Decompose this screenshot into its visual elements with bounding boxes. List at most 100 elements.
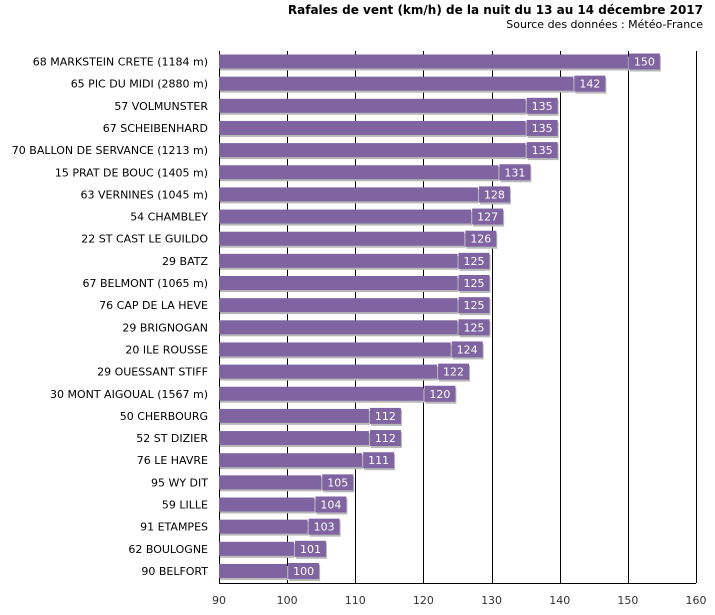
data-label: 135: [532, 144, 553, 157]
bar: [219, 431, 369, 446]
x-tick-label: 160: [686, 594, 707, 607]
category-label: 70 BALLON DE SERVANCE (1213 m): [12, 144, 208, 157]
value-label-box: [458, 297, 490, 314]
data-label: 124: [457, 343, 478, 356]
data-label: 111: [368, 454, 389, 467]
data-label: 125: [464, 321, 485, 334]
category-label: 95 WY DIT: [151, 476, 208, 489]
category-label: 68 MARKSTEIN CRETE (1184 m): [33, 56, 208, 69]
bar: [219, 386, 424, 401]
data-label: 150: [634, 56, 655, 69]
x-tick-label: 90: [212, 594, 226, 607]
data-label: 112: [375, 432, 396, 445]
category-label: 76 CAP DE LA HEVE: [99, 299, 208, 312]
bar: [219, 143, 526, 158]
x-tick-label: 110: [345, 594, 366, 607]
bar: [219, 298, 458, 313]
chart-subtitle: Source des données : Météo-France: [506, 18, 703, 31]
category-label: 29 BATZ: [162, 255, 208, 268]
data-label: 125: [464, 255, 485, 268]
category-label: 59 LILLE: [162, 499, 208, 512]
bar: [219, 519, 308, 534]
x-tick-label: 140: [549, 594, 570, 607]
value-label-box: [526, 97, 558, 114]
bar: [219, 54, 628, 69]
value-label-box: [574, 75, 606, 92]
bar: [219, 187, 478, 202]
bar: [219, 408, 369, 423]
data-label: 127: [477, 211, 498, 224]
data-label: 120: [429, 388, 450, 401]
category-label: 29 BRIGNOGAN: [122, 321, 208, 334]
bar: [219, 253, 458, 268]
category-label: 67 SCHEIBENHARD: [103, 122, 208, 135]
data-label: 103: [314, 521, 335, 534]
bar: [219, 231, 465, 246]
value-label-box: [628, 53, 660, 70]
value-label-box: [458, 275, 490, 291]
category-label: 29 OUESSANT STIFF: [97, 366, 208, 379]
category-label: 76 LE HAVRE: [137, 454, 208, 467]
data-label: 125: [464, 299, 485, 312]
bar: [219, 541, 294, 556]
value-label-box: [424, 385, 456, 402]
value-label-box: [369, 407, 401, 424]
value-label-box: [478, 186, 510, 203]
data-label: 131: [504, 166, 525, 179]
bar: [219, 120, 526, 135]
value-label-box: [363, 452, 395, 469]
value-label-box: [294, 540, 326, 557]
value-label-box: [288, 562, 320, 579]
value-label-box: [526, 142, 558, 159]
category-label: 50 CHERBOURG: [120, 410, 208, 423]
category-label: 65 PIC DU MIDI (2880 m): [71, 78, 208, 91]
value-label-box: [308, 518, 340, 535]
bar: [219, 475, 322, 490]
bar: [219, 165, 499, 180]
data-label: 112: [375, 410, 396, 423]
bar: [219, 364, 438, 379]
data-label: 128: [484, 188, 505, 201]
bar: [219, 76, 574, 91]
bar: [219, 209, 472, 224]
category-label: 57 VOLMUNSTER: [114, 100, 208, 113]
category-label: 20 ILE ROUSSE: [125, 343, 208, 356]
bar: [219, 497, 315, 512]
bar: [219, 342, 451, 357]
bar: [219, 453, 363, 468]
value-label-box: [322, 474, 354, 491]
category-label: 52 ST DIZIER: [136, 432, 208, 445]
data-label: 135: [532, 122, 553, 135]
bar: [219, 563, 288, 578]
x-tick-label: 150: [617, 594, 638, 607]
category-label: 62 BOULOGNE: [128, 543, 208, 556]
data-label: 142: [579, 78, 600, 91]
data-label: 122: [443, 366, 464, 379]
chart-title: Rafales de vent (km/h) de la nuit du 13 …: [287, 3, 703, 17]
bar: [219, 276, 458, 290]
category-label: 22 ST CAST LE GUILDO: [81, 233, 208, 246]
value-label-box: [472, 208, 504, 225]
category-label: 67 BELMONT (1065 m): [82, 277, 208, 290]
value-label-box: [451, 341, 483, 358]
data-label: 126: [470, 233, 491, 246]
data-label: 135: [532, 100, 553, 113]
value-label-box: [315, 496, 347, 513]
x-tick-label: 100: [277, 594, 298, 607]
value-label-box: [465, 230, 497, 247]
data-label: 100: [293, 565, 314, 578]
category-label: 91 ETAMPES: [140, 521, 208, 534]
data-label: 101: [300, 543, 321, 556]
value-label-box: [438, 363, 470, 380]
value-label-box: [458, 319, 490, 336]
category-label: 30 MONT AIGOUAL (1567 m): [50, 388, 208, 401]
data-label: 104: [320, 499, 341, 512]
category-label: 54 CHAMBLEY: [130, 211, 208, 224]
bar: [219, 320, 458, 335]
x-tick-label: 120: [413, 594, 434, 607]
data-label: 105: [327, 476, 348, 489]
x-tick-label: 130: [481, 594, 502, 607]
category-label: 63 VERNINES (1045 m): [80, 188, 208, 201]
